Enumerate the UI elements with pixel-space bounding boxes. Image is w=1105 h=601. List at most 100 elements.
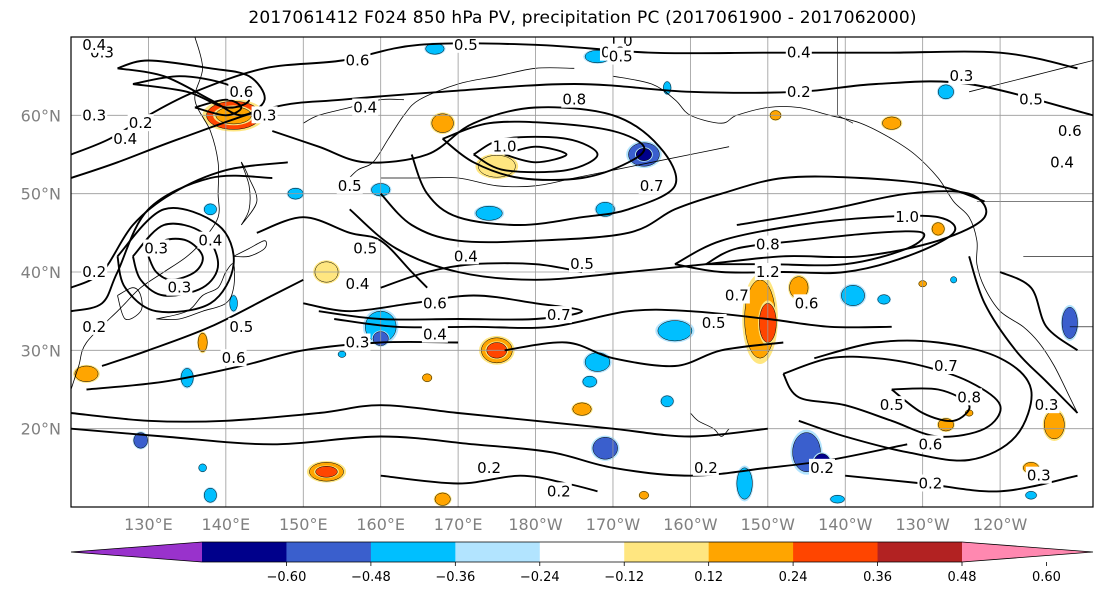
precip-patch [937, 84, 954, 100]
precip-patch [592, 437, 618, 460]
colorbar-segment [793, 542, 879, 562]
pv-contour-label: 0.4 [787, 44, 811, 62]
pv-contour-label-bg [1025, 466, 1052, 484]
pv-contour-label: 0.5 [702, 314, 726, 332]
colorbar-segment [455, 542, 541, 562]
map-title: 2017061412 F024 850 hPa PV, precipitatio… [248, 8, 917, 28]
pv-contour-label-bg [569, 255, 595, 273]
precip-patch [660, 395, 674, 407]
colorbar-tick-label: 0.60 [1032, 570, 1061, 585]
pv-contour-label-bg [81, 263, 108, 280]
pv-contour-label: 0.3 [346, 334, 370, 352]
pv-contour-label-bg [143, 239, 170, 257]
pv-contour-label: 0.4 [198, 232, 222, 250]
pv-contour-label: 0.2 [129, 114, 153, 132]
pv-contour-label-bg [251, 106, 278, 124]
pv-contour-label: 0.2 [694, 459, 718, 477]
longitude-label: 170°E [434, 515, 483, 534]
pv-contour-line [256, 216, 428, 289]
longitude-labels: 130°E 140°E 150°E 160°E 170°E 180°W 170°W 160°W… [124, 515, 1027, 534]
pv-contour-line [891, 387, 971, 422]
pv-contour-label: 0.2 [918, 475, 942, 493]
pv-contour-label: 0.5 [454, 36, 478, 54]
pv-contour-label: 0.6 [795, 294, 819, 312]
pv-contour-line [101, 278, 304, 367]
colorbar-tick-label: −0.12 [604, 570, 644, 585]
precip-patch [841, 285, 865, 306]
pv-contour-line [116, 207, 235, 314]
pv-contour-label: 0.7 [934, 357, 958, 375]
pv-contour-label: 0.4 [1050, 153, 1074, 171]
pv-contour-label: 0.4 [353, 99, 377, 117]
pv-contour-line [117, 59, 266, 117]
latitude-label: 30°N [21, 341, 61, 360]
precip-patch [198, 463, 207, 473]
colorbar-extend-low [71, 542, 202, 562]
pv-contour-label-bg [344, 333, 371, 351]
pv-contour-line [798, 339, 1033, 462]
pv-contour-label-bg [545, 482, 572, 500]
pv-contour-line [349, 190, 988, 281]
pv-contour-line [968, 256, 1079, 414]
pv-contour-label: 0.3 [1027, 467, 1051, 485]
pv-contour-label-bg [607, 37, 634, 49]
pv-contour-label-bg [932, 357, 959, 374]
pv-contour-label: 0.3 [82, 106, 106, 124]
pv-contour-line [303, 294, 583, 321]
pv-contour-label-bg [220, 349, 247, 367]
pv-contour-label: 0.6 [918, 435, 942, 453]
latitude-label: 40°N [21, 263, 61, 282]
pv-contour-label-bg [421, 294, 448, 312]
longitude-label: 140°E [202, 515, 251, 534]
latitude-labels: 60°N 50°N 40°N 30°N 20°N [21, 106, 61, 438]
precip-patch [950, 276, 957, 284]
precip-patch [431, 113, 454, 133]
pv-contour-label: 0.6 [229, 83, 253, 101]
precip-patch [657, 320, 693, 342]
pv-contour-line [131, 222, 220, 297]
colorbar-segment [370, 542, 456, 562]
precip-patch [1043, 410, 1065, 440]
pv-contour-label: 0.2 [82, 318, 106, 336]
pv-contour-label-bg [793, 294, 820, 312]
pv-contour-label: 0.6 [222, 349, 246, 367]
precip-patch [877, 294, 891, 305]
colorbar-tick-label: −0.48 [351, 570, 391, 585]
longitude-label: 170°W [586, 515, 641, 534]
pv-contour-label-bg [878, 396, 905, 414]
pv-contour-layer [71, 42, 1093, 493]
precip-patch [197, 332, 208, 353]
pv-contour-label-bg [638, 176, 665, 194]
precip-patch [133, 432, 148, 449]
pv-contour-label: 0.5 [229, 318, 253, 336]
pv-contour-label: 0.5 [880, 396, 904, 414]
pv-contour-line [194, 98, 243, 117]
longitude-label: 150°W [741, 515, 796, 534]
pv-contour-label: 0.5 [609, 48, 633, 66]
pv-contour-label-bg [754, 235, 781, 253]
pv-contour-label-bg [228, 82, 255, 100]
pv-contour-label-bg [785, 82, 812, 100]
precip-patch [478, 155, 516, 178]
pv-contour-line [71, 174, 273, 313]
pv-contour-label: 0.5 [570, 255, 594, 273]
pv-contour-label: 0.6 [423, 294, 447, 312]
pv-contour-line [86, 340, 459, 391]
pv-contour-label-bg [336, 176, 363, 194]
colorbar-extend-high [962, 542, 1093, 562]
pv-contour-label-bg [344, 274, 371, 292]
pv-contour-label-bg [166, 278, 193, 296]
pv-contour-line [71, 427, 908, 477]
pv-contour-label-bg [956, 388, 983, 406]
precip-patch [315, 466, 338, 478]
pv-contour-label: 0.4 [454, 247, 478, 265]
pv-contour-label-bg [754, 263, 781, 280]
precip-patch [422, 373, 433, 382]
pv-contour-label-bg [352, 239, 379, 257]
coastline [341, 67, 575, 187]
pv-contour-label-bg [127, 114, 154, 132]
pv-contour-label-bg [692, 458, 719, 476]
pv-contour-label-bg [197, 231, 224, 249]
precip-patch [572, 402, 592, 416]
